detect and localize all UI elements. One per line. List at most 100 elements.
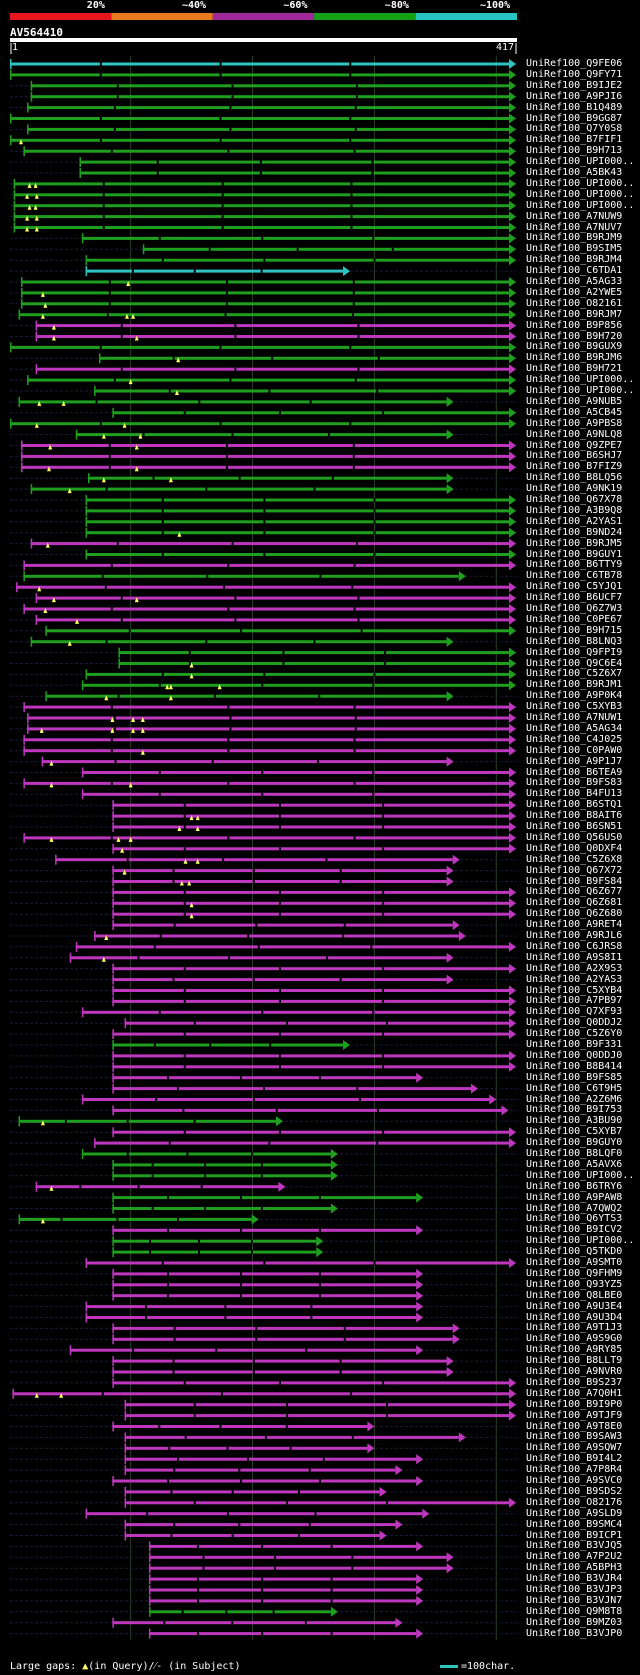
hit-label[interactable]: UniRef100_C5Z6X8	[526, 853, 623, 865]
hit-label[interactable]: UniRef100_A9T1J3	[526, 1322, 623, 1334]
hit-label[interactable]: UniRef100_Q6Z677	[526, 886, 623, 898]
hit-label[interactable]: UniRef100_B9RJM6	[526, 352, 623, 364]
hit-label[interactable]: UniRef100_UPI000..	[526, 374, 635, 386]
hit-label[interactable]: UniRef100_Q67X72	[526, 864, 623, 876]
hit-label[interactable]: UniRef100_Q5TKD0	[526, 1246, 623, 1258]
hit-label[interactable]: UniRef100_A2X9S3	[526, 962, 623, 974]
hit-label[interactable]: UniRef100_A9SQW7	[526, 1442, 623, 1454]
hit-label[interactable]: UniRef100_A9S9G0	[526, 1333, 623, 1345]
hit-label[interactable]: UniRef100_B6STQ1	[526, 799, 623, 811]
hit-label[interactable]: UniRef100_UPI000..	[526, 385, 635, 396]
hit-label[interactable]: UniRef100_Q9FY71	[526, 68, 623, 80]
hit-label[interactable]: UniRef100_B9RJM1	[526, 679, 623, 691]
hit-label[interactable]: UniRef100_B9MZ03	[526, 1616, 623, 1628]
hit-label[interactable]: UniRef100_A9RY85	[526, 1344, 623, 1356]
hit-label[interactable]: UniRef100_A9SVC0	[526, 1475, 623, 1486]
hit-label[interactable]: UniRef100_B4FU13	[526, 788, 623, 800]
hit-label[interactable]: UniRef100_Q9ZPE7	[526, 439, 623, 451]
hit-label[interactable]: UniRef100_B9FS83	[526, 777, 623, 789]
hit-label[interactable]: UniRef100_Q0DDJ2	[526, 1017, 623, 1029]
hit-label[interactable]: UniRef100_B9P856	[526, 319, 623, 331]
hit-label[interactable]: UniRef100_A7P8R4	[526, 1464, 623, 1476]
hit-label[interactable]: UniRef100_B9SIM5	[526, 243, 623, 255]
hit-label[interactable]: UniRef100_C6JRS8	[526, 940, 623, 952]
hit-label[interactable]: UniRef100_Q56US0	[526, 831, 623, 843]
hit-label[interactable]: UniRef100_A9NVR0	[526, 1366, 623, 1377]
hit-label[interactable]: UniRef100_O82161	[526, 297, 623, 309]
hit-label[interactable]: UniRef100_Q9M8T8	[526, 1605, 623, 1617]
hit-label[interactable]: UniRef100_C5YJQ1	[526, 581, 623, 593]
hit-label[interactable]: UniRef100_B3VJN7	[526, 1594, 623, 1606]
hit-label[interactable]: UniRef100_A5CB45	[526, 406, 623, 418]
hit-label[interactable]: UniRef100_A5AG34	[526, 722, 623, 734]
hit-label[interactable]: UniRef100_B9I9P0	[526, 1398, 623, 1410]
hit-label[interactable]: UniRef100_B9RJM7	[526, 308, 623, 320]
hit-label[interactable]: UniRef100_B9FS85	[526, 1071, 623, 1083]
hit-label[interactable]: UniRef100_B9GUY0	[526, 1137, 623, 1149]
hit-label[interactable]: UniRef100_A7QWQ2	[526, 1202, 623, 1214]
hit-label[interactable]: UniRef100_A9U3D4	[526, 1311, 623, 1323]
hit-label[interactable]: UniRef100_Q6YTS3	[526, 1213, 623, 1225]
hit-label[interactable]: UniRef100_Q7Y0S8	[526, 123, 623, 135]
hit-label[interactable]: UniRef100_A2YAS3	[526, 973, 623, 985]
hit-label[interactable]: UniRef100_B9H713	[526, 145, 623, 157]
hit-label[interactable]: UniRef100_C4J025	[526, 733, 623, 745]
hit-label[interactable]: UniRef100_C5Z6Y0	[526, 1028, 623, 1040]
hit-label[interactable]: UniRef100_Q93YZ5	[526, 1278, 623, 1290]
hit-label[interactable]: UniRef100_Q67X78	[526, 494, 623, 505]
hit-label[interactable]: UniRef100_UPI000..	[526, 1235, 635, 1247]
hit-label[interactable]: UniRef100_A9NUB5	[526, 395, 623, 407]
hit-label[interactable]: UniRef100_B8LLT9	[526, 1355, 623, 1367]
hit-label[interactable]: UniRef100_UPI000..	[526, 1169, 635, 1181]
hit-label[interactable]: UniRef100_A9SLD9	[526, 1507, 623, 1519]
hit-label[interactable]: UniRef100_B9S237	[526, 1376, 623, 1388]
hit-label[interactable]: UniRef100_B9H720	[526, 330, 623, 342]
hit-label[interactable]: UniRef100_B9GG87	[526, 112, 623, 124]
hit-label[interactable]: UniRef100_B9ICP1	[526, 1529, 623, 1541]
hit-label[interactable]: UniRef100_B6TTY9	[526, 559, 623, 571]
hit-label[interactable]: UniRef100_A7PB97	[526, 995, 623, 1007]
hit-label[interactable]: UniRef100_Q9FHM9	[526, 1267, 623, 1279]
hit-label[interactable]: UniRef100_B9FS84	[526, 875, 623, 887]
hit-label[interactable]: UniRef100_UPI000..	[526, 188, 635, 200]
hit-label[interactable]: UniRef100_B6TRY6	[526, 1180, 623, 1192]
hit-label[interactable]: UniRef100_B6UCF7	[526, 592, 623, 604]
hit-label[interactable]: UniRef100_C6TDA1	[526, 265, 623, 277]
hit-label[interactable]: UniRef100_C6T9H5	[526, 1082, 623, 1094]
hit-label[interactable]: UniRef100_A7NUW1	[526, 712, 623, 723]
hit-label[interactable]: UniRef100_A3B9Q8	[526, 504, 623, 516]
hit-label[interactable]: UniRef100_Q6Z681	[526, 897, 623, 909]
hit-label[interactable]: UniRef100_A7NUV7	[526, 221, 623, 233]
hit-label[interactable]: UniRef100_A5BK43	[526, 167, 623, 178]
hit-label[interactable]: UniRef100_B8AIT6	[526, 810, 623, 822]
hit-label[interactable]: UniRef100_B9F331	[526, 1039, 623, 1050]
hit-label[interactable]: UniRef100_A3BU90	[526, 1115, 623, 1127]
hit-label[interactable]: UniRef100_C5XYB4	[526, 984, 623, 996]
hit-label[interactable]: UniRef100_UPI000..	[526, 156, 635, 168]
hit-label[interactable]: UniRef100_B1Q489	[526, 101, 623, 113]
hit-label[interactable]: UniRef100_C5XYB3	[526, 701, 623, 713]
hit-label[interactable]: UniRef100_B3VJR4	[526, 1573, 623, 1585]
hit-label[interactable]: UniRef100_B9ICV2	[526, 1224, 623, 1236]
hit-label[interactable]: UniRef100_A9PAW8	[526, 1191, 623, 1203]
hit-label[interactable]: UniRef100_Q7XF93	[526, 1006, 623, 1018]
hit-label[interactable]: UniRef100_Q0DXF4	[526, 842, 623, 854]
hit-label[interactable]: UniRef100_A9PJI6	[526, 90, 623, 102]
hit-label[interactable]: UniRef100_A2Z6M6	[526, 1093, 623, 1105]
hit-label[interactable]: UniRef100_B3VJQ5	[526, 1540, 623, 1552]
hit-label[interactable]: UniRef100_A9S8I1	[526, 951, 623, 963]
hit-label[interactable]: UniRef100_B9GUY1	[526, 548, 623, 560]
hit-label[interactable]: UniRef100_B9RJM5	[526, 537, 623, 549]
hit-label[interactable]: UniRef100_B6TEA9	[526, 766, 623, 778]
hit-label[interactable]: UniRef100_B6SHJ7	[526, 450, 623, 462]
hit-label[interactable]: UniRef100_C5Z6X7	[526, 668, 623, 680]
hit-label[interactable]: UniRef100_B8LQF0	[526, 1148, 623, 1159]
hit-label[interactable]: UniRef100_B9GUX9	[526, 341, 623, 353]
hit-label[interactable]: UniRef100_A9RJL6	[526, 930, 623, 941]
hit-label[interactable]: UniRef100_Q6Z680	[526, 908, 623, 920]
hit-label[interactable]: UniRef100_A5AG33	[526, 276, 623, 287]
hit-label[interactable]: UniRef100_B3VJP3	[526, 1584, 623, 1595]
hit-label[interactable]: UniRef100_A9NK19	[526, 483, 623, 495]
hit-label[interactable]: UniRef100_Q0DDJ0	[526, 1049, 623, 1061]
hit-label[interactable]: UniRef100_B9I4L2	[526, 1453, 623, 1465]
